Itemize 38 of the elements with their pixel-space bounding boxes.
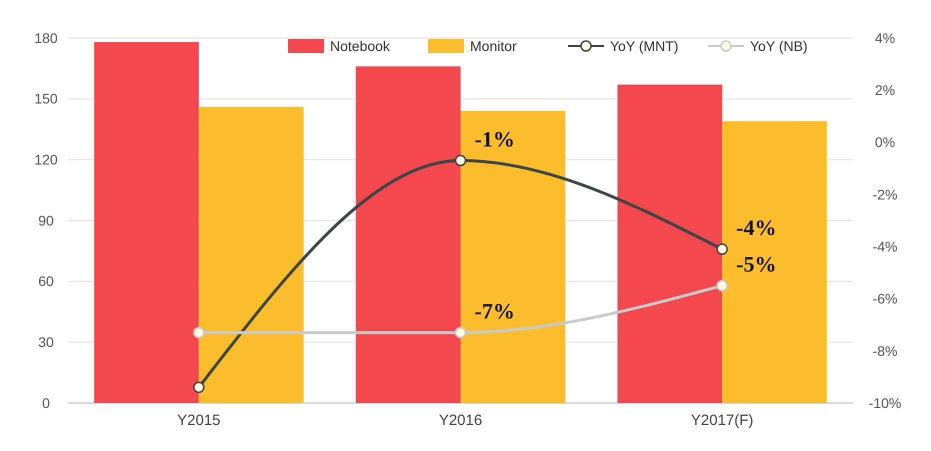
y-tick-label: 0 xyxy=(42,394,50,411)
y2-tick-label: -8% xyxy=(872,342,898,359)
bar xyxy=(722,121,827,403)
bar xyxy=(198,106,304,403)
legend-label: YoY (NB) xyxy=(750,38,808,54)
y2-tick-label: -10% xyxy=(868,394,902,411)
bar xyxy=(460,111,566,403)
legend-label: Monitor xyxy=(470,38,518,54)
point xyxy=(716,280,728,292)
data-label: -7% xyxy=(474,298,515,324)
y-tick-label: 180 xyxy=(34,30,58,46)
x-tick-label: Y2016 xyxy=(438,412,482,429)
y2-tick-label: -4% xyxy=(872,238,898,254)
y2-tick-label: 2% xyxy=(874,82,896,98)
legend-label: YoY (MNT) xyxy=(610,38,678,54)
y2-tick-label: -2% xyxy=(872,186,898,202)
bar xyxy=(618,84,722,403)
y-tick-label: 30 xyxy=(38,334,54,350)
point xyxy=(454,326,466,338)
bar xyxy=(94,42,199,403)
point xyxy=(193,382,205,394)
y-tick-label: 150 xyxy=(34,90,58,107)
y2-tick-label: 0% xyxy=(874,134,896,150)
data-label: -4% xyxy=(736,215,776,240)
y-tick-label: 120 xyxy=(34,152,58,168)
bar xyxy=(356,66,460,403)
point xyxy=(193,326,205,338)
x-tick-label: Y2015 xyxy=(177,412,221,429)
legend-label: Notebook xyxy=(330,38,391,54)
y-tick-label: 60 xyxy=(38,273,54,290)
point xyxy=(716,243,728,255)
data-label: -5% xyxy=(736,252,776,277)
y-tick-label: 90 xyxy=(38,212,54,228)
x-tick-label: Y2017(F) xyxy=(690,412,754,429)
y2-tick-label: -6% xyxy=(872,290,898,307)
point xyxy=(454,154,466,166)
data-label: -1% xyxy=(474,126,515,152)
y2-tick-label: 4% xyxy=(874,30,896,46)
